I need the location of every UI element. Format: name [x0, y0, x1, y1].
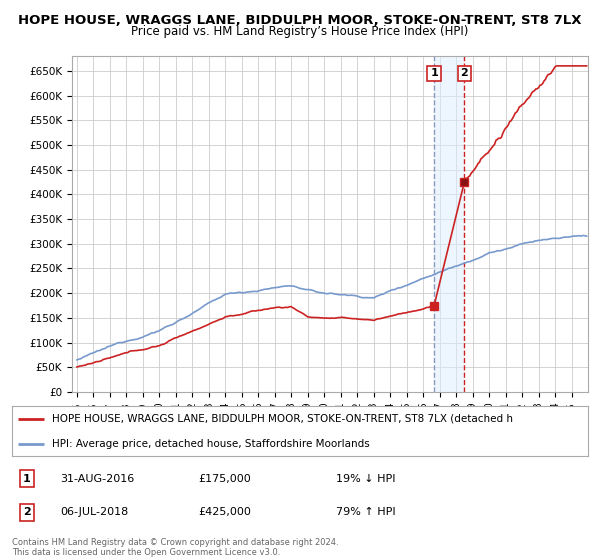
Text: £175,000: £175,000 — [198, 474, 251, 484]
Text: 2: 2 — [460, 68, 468, 78]
Text: 1: 1 — [430, 68, 438, 78]
Text: 1: 1 — [23, 474, 31, 484]
Text: 06-JUL-2018: 06-JUL-2018 — [60, 507, 128, 517]
Text: 79% ↑ HPI: 79% ↑ HPI — [336, 507, 395, 517]
Text: Contains HM Land Registry data © Crown copyright and database right 2024.
This d: Contains HM Land Registry data © Crown c… — [12, 538, 338, 557]
Text: HPI: Average price, detached house, Staffordshire Moorlands: HPI: Average price, detached house, Staf… — [52, 439, 370, 449]
Text: 31-AUG-2016: 31-AUG-2016 — [60, 474, 134, 484]
Text: 2: 2 — [23, 507, 31, 517]
Text: HOPE HOUSE, WRAGGS LANE, BIDDULPH MOOR, STOKE-ON-TRENT, ST8 7LX (detached h: HOPE HOUSE, WRAGGS LANE, BIDDULPH MOOR, … — [52, 414, 514, 423]
Text: Price paid vs. HM Land Registry’s House Price Index (HPI): Price paid vs. HM Land Registry’s House … — [131, 25, 469, 38]
Bar — [434, 56, 464, 392]
Text: HOPE HOUSE, WRAGGS LANE, BIDDULPH MOOR, STOKE-ON-TRENT, ST8 7LX: HOPE HOUSE, WRAGGS LANE, BIDDULPH MOOR, … — [18, 14, 582, 27]
Text: 19% ↓ HPI: 19% ↓ HPI — [336, 474, 395, 484]
Text: £425,000: £425,000 — [198, 507, 251, 517]
